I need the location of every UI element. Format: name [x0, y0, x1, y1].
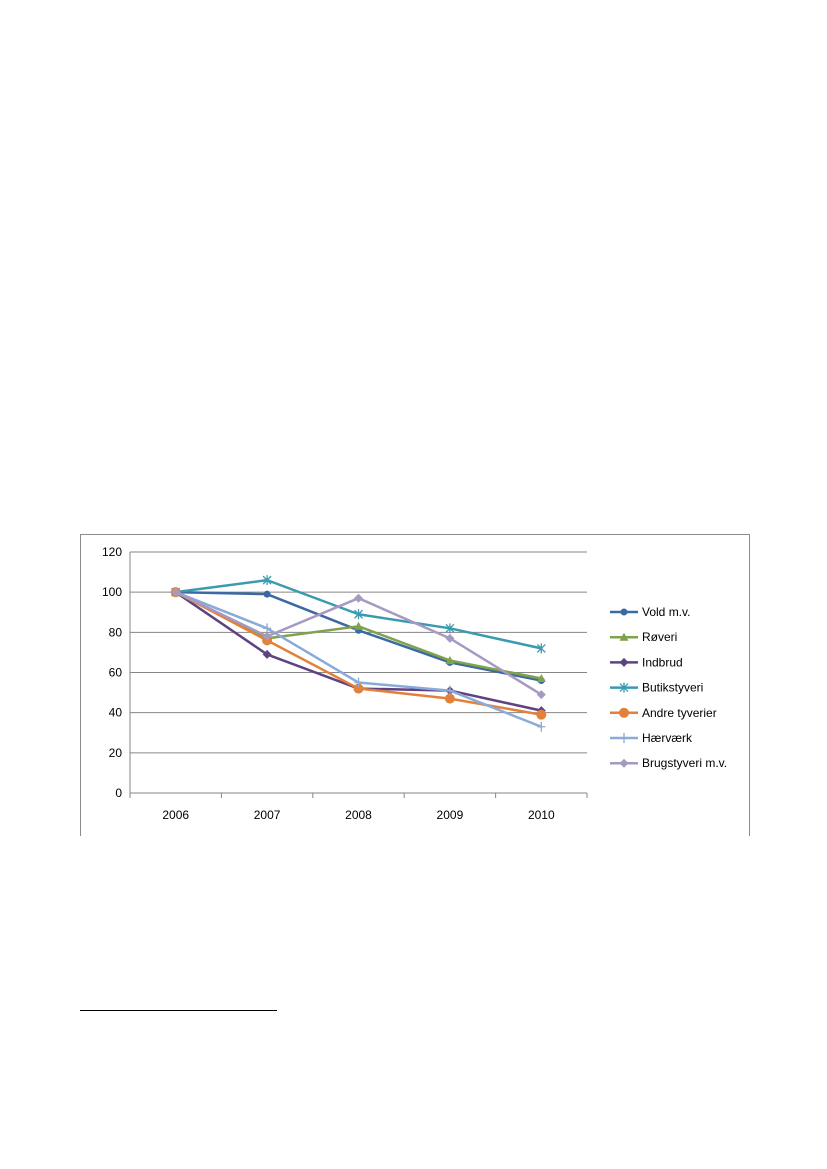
data-point-brugstyveri-m-v	[171, 587, 181, 597]
y-tick-label: 120	[102, 545, 122, 559]
data-point-andre-tyverier	[353, 683, 364, 694]
legend-marker-hærværk	[620, 733, 628, 743]
footnote-separator	[80, 1010, 277, 1011]
legend-label-indbrud: Indbrud	[642, 655, 683, 669]
y-tick-label: 20	[109, 746, 123, 760]
legend-label-andre-tyverier: Andre tyverier	[642, 706, 717, 720]
data-point-butikstyveri	[445, 623, 455, 634]
data-point-hærværk	[445, 685, 454, 696]
data-point-brugstyveri-m-v	[354, 593, 363, 603]
legend-label-røveri: Røveri	[642, 630, 677, 644]
chart-frame: 0 20 40 60 80 100 120 2006 2007 2008 2009 2010 Vold …	[80, 534, 750, 836]
y-tick-label: 0	[115, 786, 122, 800]
data-point-brugstyveri-m-v	[536, 690, 546, 700]
data-point-vold-m-v	[263, 590, 271, 598]
y-tick-label: 60	[109, 666, 123, 680]
data-point-butikstyveri	[536, 643, 546, 654]
y-tick-label: 40	[109, 706, 123, 720]
legend-marker-andre-tyverier	[619, 707, 629, 718]
legend-marker-butikstyveri	[619, 682, 629, 693]
legend-marker-vold-m-v	[620, 608, 628, 616]
data-point-andre-tyverier	[444, 693, 455, 704]
x-tick-label: 2009	[437, 808, 464, 822]
y-tick-label: 80	[109, 625, 123, 639]
legend-marker-brugstyveri-m-v	[619, 758, 629, 768]
legend-label-brugstyveri-m-v: Brugstyveri m.v.	[642, 756, 727, 770]
legend-label-vold-m-v: Vold m.v.	[642, 605, 690, 619]
data-point-røveri	[354, 621, 363, 630]
data-point-røveri	[536, 674, 546, 683]
data-point-indbrud	[262, 649, 272, 659]
y-tick-label: 100	[102, 585, 122, 599]
legend-label-butikstyveri: Butikstyveri	[642, 681, 703, 695]
data-point-røveri	[445, 655, 455, 664]
x-tick-label: 2008	[345, 808, 372, 822]
legend-marker-indbrud	[619, 657, 629, 667]
data-point-brugstyveri-m-v	[262, 631, 272, 641]
legend-label-hærværk: Hærværk	[642, 731, 693, 745]
x-tick-label: 2006	[162, 808, 189, 822]
legend-marker-røveri	[619, 632, 629, 641]
line-chart: 0 20 40 60 80 100 120 2006 2007 2008 2009 2010 Vold …	[102, 545, 727, 822]
data-point-brugstyveri-m-v	[445, 633, 455, 643]
x-tick-label: 2007	[254, 808, 281, 822]
x-tick-label: 2010	[528, 808, 555, 822]
data-point-andre-tyverier	[536, 709, 547, 720]
data-point-hærværk	[537, 721, 546, 732]
data-point-hærværk	[263, 623, 272, 634]
data-point-butikstyveri	[354, 609, 363, 620]
data-point-butikstyveri	[262, 575, 272, 586]
data-point-hærværk	[354, 677, 363, 688]
